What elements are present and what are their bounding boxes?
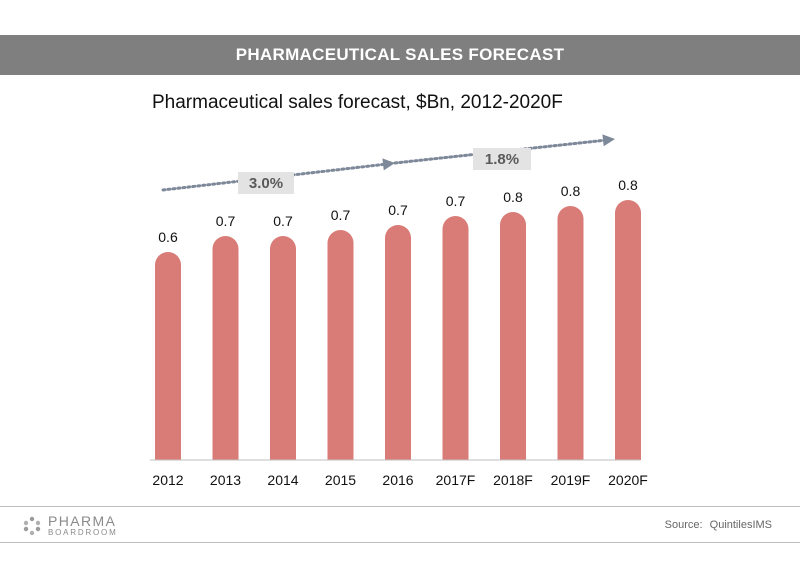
logo-text-boardroom: BOARDROOM (48, 528, 118, 537)
data-label-2020F: 0.8 (618, 177, 638, 193)
growth-rate-label-2: 1.8% (485, 151, 519, 168)
source-value: QuintilesIMS (709, 519, 772, 531)
banner-title: PHARMACEUTICAL SALES FORECAST (235, 45, 565, 64)
bar-2012 (155, 252, 181, 460)
logo-dots-icon (23, 516, 41, 535)
arrowhead-icon (602, 134, 615, 147)
bar-2018F (500, 212, 526, 460)
bar-2020F (615, 200, 641, 460)
x-tick-label-2013: 2013 (210, 472, 241, 488)
data-label-2018F: 0.8 (503, 189, 523, 205)
logo-text-pharma: PHARMA (48, 513, 117, 529)
data-label-2019F: 0.8 (561, 183, 581, 199)
bar-2016 (385, 225, 411, 460)
bar-2015 (327, 230, 354, 460)
data-label-2012: 0.6 (158, 229, 178, 245)
chart-title: Pharmaceutical sales forecast, $Bn, 2012… (152, 92, 563, 113)
data-label-2014: 0.7 (273, 213, 293, 229)
x-tick-label-2016: 2016 (382, 472, 413, 488)
bar-2019F (557, 206, 584, 460)
source-label: Source: (664, 519, 703, 531)
bar-2014 (270, 236, 296, 460)
pharma-boardroom-logo: PHARMA BOARDROOM (22, 514, 118, 537)
x-tick-label-2018F: 2018F (493, 472, 533, 488)
x-tick-label-2014: 2014 (267, 472, 298, 488)
data-label-2015: 0.7 (331, 207, 351, 223)
bar-2017F (442, 216, 469, 460)
x-tick-label-2012: 2012 (152, 472, 183, 488)
x-tick-label-2020F: 2020F (608, 472, 648, 488)
x-tick-label-2019F: 2019F (551, 472, 591, 488)
bar-2013 (212, 236, 239, 460)
data-label-2017F: 0.7 (446, 193, 466, 209)
growth-rate-box-1 (238, 172, 294, 194)
header-banner: PHARMACEUTICAL SALES FORECAST (0, 35, 800, 75)
x-tick-label-2017F: 2017F (436, 472, 476, 488)
data-label-2016: 0.7 (388, 202, 408, 218)
growth-rate-box-2 (473, 148, 531, 170)
data-label-2013: 0.7 (216, 213, 236, 229)
footer-top-divider (0, 506, 800, 507)
source-note: Source: QuintilesIMS (665, 519, 772, 531)
x-tick-label-2015: 2015 (325, 472, 356, 488)
growth-rate-label-1: 3.0% (249, 175, 283, 192)
arrowhead-icon (382, 158, 395, 171)
footer-bottom-divider (0, 542, 800, 543)
